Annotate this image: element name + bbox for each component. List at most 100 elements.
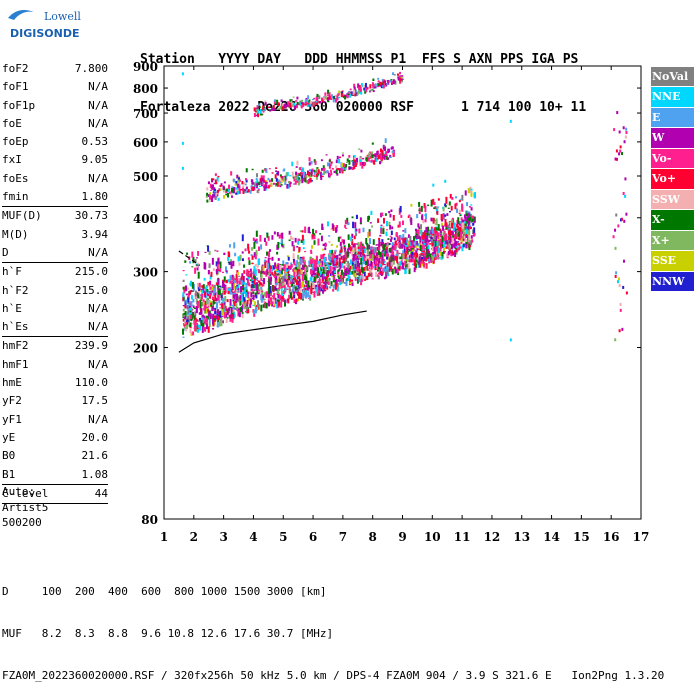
- echo-point: [244, 248, 247, 252]
- echo-point: [509, 338, 512, 342]
- echo-point: [279, 281, 282, 289]
- echo-point: [391, 243, 394, 249]
- echo-point: [237, 256, 240, 262]
- echo-point: [431, 234, 434, 238]
- echo-point: [365, 265, 368, 270]
- param-value: N/A: [88, 320, 108, 334]
- echo-point: [417, 223, 420, 228]
- echo-point: [189, 261, 192, 264]
- echo-point: [349, 281, 352, 285]
- param-row: yF1 N/A: [2, 411, 108, 429]
- echo-point: [293, 102, 296, 108]
- echo-point: [280, 175, 283, 179]
- echo-point: [200, 308, 203, 314]
- echo-point: [230, 171, 233, 176]
- echo-point: [294, 105, 297, 110]
- echo-point: [334, 250, 337, 255]
- echo-point: [313, 260, 316, 266]
- param-label: fmin: [2, 190, 29, 204]
- echo-point: [253, 312, 256, 317]
- echo-point: [182, 279, 185, 283]
- echo-point: [274, 174, 277, 179]
- echo-point: [420, 205, 423, 212]
- echo-point: [424, 237, 427, 243]
- echo-point: [336, 287, 339, 292]
- param-row: foEp 0.53: [2, 133, 108, 151]
- echo-point: [465, 244, 468, 249]
- echo-point: [285, 104, 288, 108]
- y-tick-label: 700: [133, 107, 158, 121]
- echo-point: [311, 234, 314, 238]
- echo-point: [237, 288, 240, 290]
- echo-point: [367, 157, 370, 162]
- echo-point: [252, 186, 255, 192]
- echo-point: [224, 311, 227, 313]
- echo-point: [327, 277, 330, 283]
- echo-point: [251, 284, 254, 289]
- echo-point: [414, 234, 417, 239]
- echo-point: [377, 80, 380, 83]
- echo-point: [445, 246, 448, 249]
- echo-point: [322, 165, 325, 170]
- echo-point: [211, 286, 214, 291]
- echo-point: [355, 91, 358, 96]
- echo-point: [279, 242, 282, 245]
- echo-point: [298, 246, 301, 251]
- echo-point: [192, 256, 195, 264]
- echo-point: [287, 283, 290, 288]
- echo-point: [226, 299, 229, 303]
- echo-point: [260, 293, 263, 301]
- header-s-label: S: [453, 52, 461, 67]
- echo-point: [254, 110, 257, 113]
- echo-point: [275, 170, 278, 173]
- echo-point: [622, 192, 625, 196]
- echo-point: [262, 304, 265, 308]
- echo-point: [307, 280, 310, 288]
- echo-point: [378, 239, 381, 247]
- echo-point: [253, 301, 256, 307]
- echo-point: [277, 299, 280, 307]
- echo-point: [264, 261, 267, 268]
- echo-point: [267, 291, 270, 295]
- echo-point: [349, 271, 352, 276]
- echo-point: [438, 257, 441, 259]
- echo-point: [390, 256, 393, 263]
- echo-point: [348, 251, 351, 254]
- param-row: hmF1 N/A: [2, 356, 108, 374]
- echo-point: [401, 244, 404, 249]
- echo-point: [379, 241, 382, 244]
- echo-point: [351, 251, 354, 257]
- echo-point: [319, 100, 322, 104]
- echo-point: [369, 263, 372, 267]
- echo-point: [383, 244, 386, 251]
- echo-point: [290, 101, 293, 106]
- echo-point: [295, 166, 298, 168]
- echo-point: [241, 251, 244, 254]
- echo-point: [231, 314, 234, 318]
- echo-point: [234, 294, 237, 297]
- y-tick-label: 400: [133, 212, 158, 226]
- echo-point: [253, 275, 256, 281]
- echo-point: [359, 156, 362, 160]
- echo-point: [388, 221, 391, 227]
- echo-point: [341, 154, 344, 157]
- echo-point: [383, 145, 386, 147]
- echo-point: [327, 281, 330, 286]
- echo-point: [471, 239, 474, 243]
- echo-point: [349, 265, 352, 270]
- echo-point: [365, 237, 368, 245]
- echo-point: [302, 103, 305, 105]
- param-label: fxI: [2, 153, 22, 167]
- echo-point: [389, 80, 392, 83]
- echo-point: [444, 179, 447, 183]
- echo-point: [208, 283, 211, 287]
- echo-point: [280, 301, 283, 308]
- echo-point: [440, 232, 443, 235]
- echo-point: [186, 305, 189, 310]
- echo-point: [320, 235, 323, 242]
- echo-point: [339, 241, 342, 246]
- echo-point: [191, 322, 194, 325]
- echo-point: [232, 277, 235, 284]
- echo-point: [455, 240, 458, 246]
- echo-point: [281, 294, 284, 301]
